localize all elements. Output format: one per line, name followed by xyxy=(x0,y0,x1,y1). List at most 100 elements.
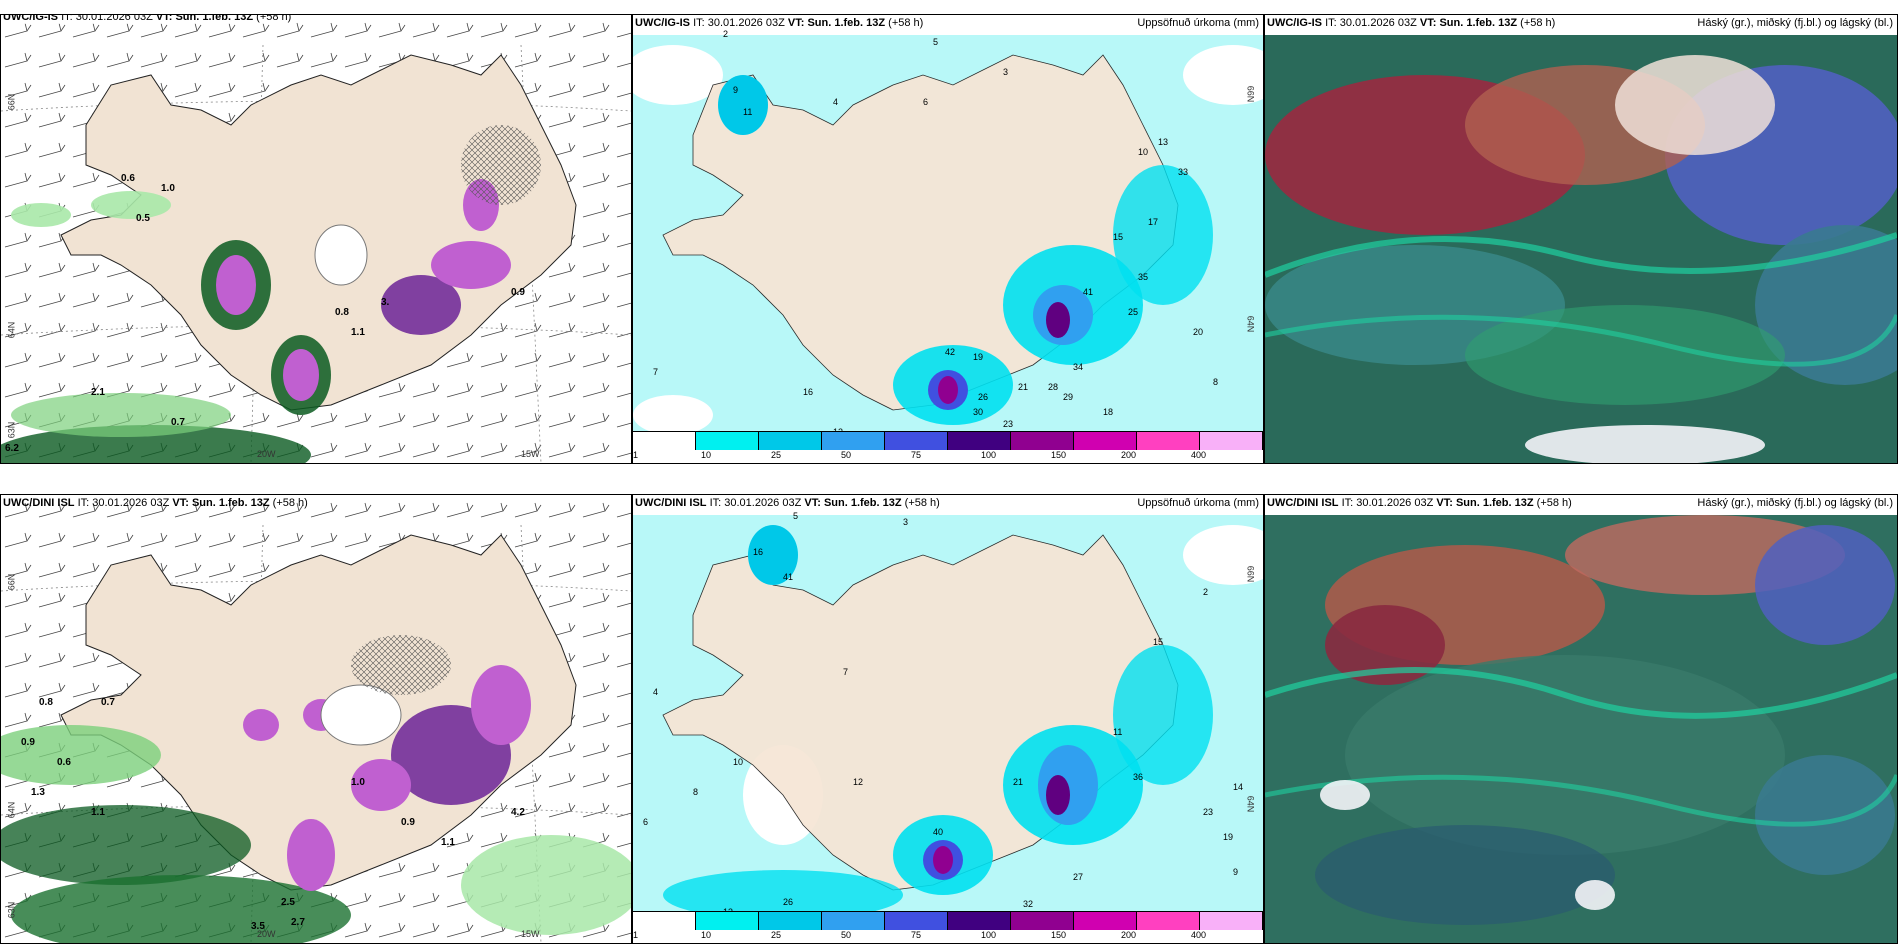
precip-value: 10 xyxy=(1138,147,1148,157)
vt-label: VT: xyxy=(787,17,805,29)
colorbar-bin xyxy=(948,432,1011,450)
snow-value: 0.7 xyxy=(101,697,115,708)
precip-colorbar xyxy=(633,431,1263,450)
panel-snow-wind-igis: 0.6 1.0 0.5 0.8 1.1 0.7 0.9 3. 6.2 2.1 6… xyxy=(0,14,632,464)
colorbar-ticks: 1 10 25 50 75 100 150 200 400 xyxy=(633,450,1263,462)
colorbar-bin xyxy=(759,432,822,450)
vt-value: Sun. 1.feb. 13Z xyxy=(807,17,886,29)
colorbar-tick: 200 xyxy=(1121,930,1137,940)
it-value: 30.01.2026 03Z xyxy=(92,497,170,509)
colorbar-bin xyxy=(633,432,696,450)
lat-label: 66N xyxy=(1245,565,1256,583)
colorbar-bin xyxy=(759,912,822,930)
precip-value: 16 xyxy=(803,387,813,397)
vt-value: Sun. 1.feb. 13Z xyxy=(1439,17,1518,29)
precip-value: 5 xyxy=(793,511,798,521)
cloud-layers xyxy=(1265,55,1897,463)
colorbar-bin xyxy=(1074,912,1137,930)
lat-label: 64N xyxy=(6,321,17,339)
panel-header: UWC/DINI ISL IT: 30.01.2026 03Z VT: Sun.… xyxy=(635,497,940,510)
panel-title: Háský (gr.), miðský (fj.bl.) og lágský (… xyxy=(1697,17,1893,29)
snow-value: 0.9 xyxy=(511,287,525,298)
colorbar-bin xyxy=(948,912,1011,930)
precip-value: 9 xyxy=(733,85,738,95)
precip-value: 3 xyxy=(903,517,908,527)
snow-value: 2.1 xyxy=(91,387,105,398)
colorbar-bin xyxy=(1137,912,1200,930)
panel-header: UWC/DINI ISL IT: 30.01.2026 03Z VT: Sun.… xyxy=(1267,497,1572,510)
cloud-layers xyxy=(1265,515,1897,925)
precip-value: 10 xyxy=(733,757,743,767)
colorbar-tick: 10 xyxy=(701,930,712,940)
map-precip-igis: 2 5 3 6 4 9 11 7 12 42 19 26 30 23 21 28… xyxy=(633,29,1263,437)
precip-value: 42 xyxy=(945,347,955,357)
snow-value: 3.5 xyxy=(251,921,265,932)
precip-value: 12 xyxy=(853,777,863,787)
precip-value: 21 xyxy=(1013,777,1023,787)
panel-header: UWC/IG-IS IT: 30.01.2026 03Z VT: Sun. 1.… xyxy=(1267,17,1555,30)
precip-value: 35 xyxy=(1138,272,1148,282)
colorbar-tick: 75 xyxy=(911,450,922,460)
lead-time: (+58 h) xyxy=(256,14,292,23)
colorbar-tick: 25 xyxy=(771,450,782,460)
precip-value: 30 xyxy=(973,407,983,417)
vt-value: Sun. 1.feb. 13Z xyxy=(823,497,902,509)
snow-value: 2.5 xyxy=(281,897,295,908)
precip-value: 11 xyxy=(1113,727,1122,737)
precip-value: 21 xyxy=(1018,382,1028,392)
snow-value: 2.7 xyxy=(291,917,305,928)
precip-value: 26 xyxy=(978,392,988,402)
colorbar-ticks: 1 10 25 50 75 100 150 200 400 xyxy=(633,930,1263,942)
precip-value: 19 xyxy=(1223,832,1233,842)
vt-value: Sun. 1.feb. 13Z xyxy=(1455,497,1534,509)
precip-value: 7 xyxy=(653,367,658,377)
precip-value: 41 xyxy=(1083,287,1093,297)
snow-value: 1.0 xyxy=(161,183,175,194)
colorbar-tick: 1 xyxy=(633,930,639,940)
precip-value: 19 xyxy=(973,352,983,362)
colorbar-bin xyxy=(822,912,885,930)
lon-label: 15W xyxy=(521,929,540,939)
precip-value: 26 xyxy=(783,897,793,907)
panel-header: UWC/IG-IS IT: 30.01.2026 03Z VT: Sun. 1.… xyxy=(3,14,292,24)
panel-title: Uppsöfnuð úrkoma (mm) xyxy=(1137,17,1259,29)
lat-label: 66N xyxy=(6,573,17,591)
precip-value: 6 xyxy=(923,97,928,107)
snow-value: 4.2 xyxy=(511,807,525,818)
snow-value: 1.1 xyxy=(91,807,105,818)
snow-patches xyxy=(1,635,631,943)
precip-value: 17 xyxy=(1148,217,1158,227)
snow-value: 0.6 xyxy=(121,173,135,184)
model-name: UWC/IG-IS xyxy=(1267,17,1322,29)
colorbar-bin xyxy=(1074,432,1137,450)
panel-snow-wind-dini: 0.8 0.6 1.1 0.7 0.9 1.0 1.1 2.5 3.5 2.7 … xyxy=(0,494,632,944)
map-clouds-dini xyxy=(1265,515,1897,943)
precip-value: 25 xyxy=(1128,307,1138,317)
precip-value: 3 xyxy=(1003,67,1008,77)
panel-precip-igis: 2 5 3 6 4 9 11 7 12 42 19 26 30 23 21 28… xyxy=(632,14,1264,464)
snow-value: 1.1 xyxy=(351,327,365,338)
lat-label: 66N xyxy=(6,93,17,111)
model-name: UWC/IG-IS xyxy=(635,17,690,29)
precip-value: 27 xyxy=(1073,872,1083,882)
precip-value: 6 xyxy=(643,817,648,827)
precip-value: 4 xyxy=(833,97,838,107)
lead-time: (+58 h) xyxy=(888,17,924,29)
it-value: 30.01.2026 03Z xyxy=(724,497,802,509)
colorbar-tick: 10 xyxy=(701,450,712,460)
colorbar-tick: 50 xyxy=(841,450,852,460)
lat-label: 64N xyxy=(1245,315,1256,333)
precip-value: 23 xyxy=(1203,807,1213,817)
vt-label: VT: xyxy=(1436,497,1453,509)
precip-value: 32 xyxy=(1023,899,1033,909)
lon-label: 20W xyxy=(257,449,276,459)
vt-value: Sun. 1.feb. 13Z xyxy=(191,497,270,509)
map-snow-wind-igis: 0.6 1.0 0.5 0.8 1.1 0.7 0.9 3. 6.2 2.1 xyxy=(1,15,631,463)
vt-label: VT: xyxy=(804,497,821,509)
precip-patches xyxy=(663,525,1213,920)
precip-value: 2 xyxy=(1203,587,1208,597)
lat-label: 63N xyxy=(6,421,17,439)
precip-value: 13 xyxy=(1158,137,1168,147)
snow-value: 0.9 xyxy=(401,817,415,828)
precip-value: 5 xyxy=(933,37,938,47)
